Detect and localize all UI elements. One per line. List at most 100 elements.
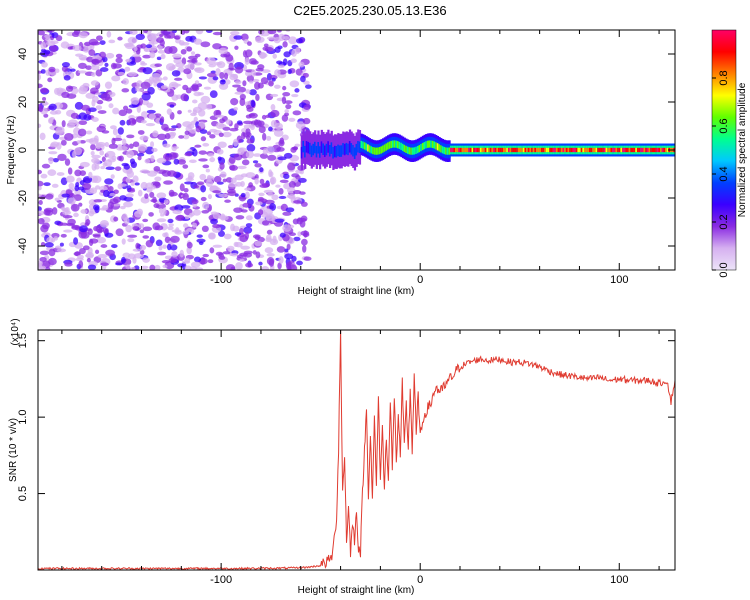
heatmap-cell <box>148 113 156 120</box>
heatmap-cell <box>396 141 400 149</box>
heatmap-cell <box>115 57 123 64</box>
heatmap-cell <box>60 177 68 186</box>
heatmap-cell <box>297 231 302 237</box>
heatmap-cell <box>96 236 107 244</box>
heatmap-cell <box>588 147 592 153</box>
heatmap-cell <box>127 238 135 243</box>
heatmap-cell <box>285 207 295 213</box>
heatmap-cell <box>212 31 223 36</box>
heatmap-cell <box>219 118 226 124</box>
heatmap-cell <box>274 84 281 89</box>
heatmap-cell <box>363 142 367 150</box>
heatmap-cell <box>228 62 234 71</box>
heatmap-cell <box>461 147 464 153</box>
heatmap-cell <box>227 183 238 188</box>
heatmap-cell <box>223 233 232 240</box>
heatmap-cell <box>83 47 90 53</box>
heatmap-cell <box>250 99 256 108</box>
heatmap-cell <box>99 40 106 45</box>
heatmap-cell <box>552 147 555 153</box>
heatmap-cell <box>244 187 251 191</box>
heatmap-cell <box>216 61 226 69</box>
heatmap-cell <box>176 123 182 129</box>
heatmap-cell <box>67 46 73 50</box>
heatmap-cell <box>140 181 148 190</box>
heatmap-cell <box>403 144 406 153</box>
heatmap-cell <box>96 125 107 133</box>
heatmap-cell <box>498 147 501 153</box>
heatmap-cell <box>90 143 96 151</box>
heatmap-cell <box>47 77 53 83</box>
heatmap-cell <box>108 143 118 149</box>
heatmap-cell <box>270 109 280 118</box>
heatmap-cell <box>182 223 189 228</box>
heatmap-cell <box>149 51 156 59</box>
heatmap-cell <box>109 192 116 197</box>
heatmap-cell <box>85 251 94 259</box>
heatmap-cell <box>261 114 267 120</box>
heatmap-cell <box>161 259 171 264</box>
heatmap-cell <box>90 187 98 194</box>
heatmap-cell <box>458 147 461 153</box>
heatmap-cell <box>176 214 185 221</box>
heatmap-cell <box>476 147 479 153</box>
heatmap-cell <box>539 147 542 153</box>
heatmap-cell <box>438 144 441 152</box>
heatmap-cell <box>277 30 282 33</box>
heatmap-cell <box>473 147 476 153</box>
heatmap-cell <box>115 262 123 266</box>
heatmap-cell <box>212 190 221 194</box>
heatmap-cell <box>38 30 45 36</box>
heatmap-cell <box>118 155 124 162</box>
heatmap-cell <box>191 199 199 205</box>
heatmap-cell <box>92 175 102 184</box>
heatmap-cell <box>388 141 391 149</box>
heatmap-cell <box>246 74 254 83</box>
heatmap-cell <box>453 147 456 153</box>
heatmap-cell <box>212 212 221 220</box>
heatmap-cell <box>39 250 50 256</box>
heatmap-cell <box>56 172 65 176</box>
heatmap-cell <box>187 62 195 70</box>
heatmap-cell <box>325 143 328 156</box>
heatmap-cell <box>245 89 251 94</box>
heatmap-cell <box>86 257 91 263</box>
heatmap-cell <box>516 147 519 153</box>
heatmap-cell <box>61 120 66 128</box>
heatmap-cell <box>170 235 180 243</box>
heatmap-cell <box>663 147 666 153</box>
heatmap-cell <box>248 58 257 65</box>
heatmap-cell <box>254 163 262 168</box>
heatmap-cell <box>259 51 267 60</box>
heatmap-cell <box>269 176 277 185</box>
heatmap-cell <box>193 184 200 189</box>
snr-x-tick-label: 0 <box>417 574 423 586</box>
heatmap-cell <box>295 46 301 54</box>
heatmap-cell <box>666 147 669 153</box>
heatmap-cell <box>105 52 115 59</box>
heatmap-cell <box>156 192 167 199</box>
heatmap-cell <box>233 241 239 248</box>
spectrogram-y-tick-label: 20 <box>17 96 29 108</box>
heatmap-cell <box>246 138 254 144</box>
heatmap-cell <box>320 141 323 153</box>
heatmap-cell <box>133 46 138 52</box>
heatmap-cell <box>200 95 211 104</box>
heatmap-cell <box>288 232 297 237</box>
heatmap-cell <box>269 171 274 178</box>
heatmap-cell <box>541 147 544 153</box>
heatmap-cell <box>314 141 317 154</box>
heatmap-cell <box>275 184 281 188</box>
heatmap-cell <box>257 209 264 216</box>
heatmap-cell <box>91 72 96 77</box>
heatmap-cell <box>136 152 145 157</box>
heatmap-cell <box>343 143 347 156</box>
heatmap-cell <box>428 140 431 148</box>
heatmap-cell <box>179 249 185 258</box>
heatmap-cell <box>137 189 143 197</box>
heatmap-cell <box>612 147 615 153</box>
heatmap-cell <box>658 147 661 153</box>
heatmap-cell <box>617 147 620 153</box>
heatmap-cell <box>352 144 355 157</box>
heatmap-cell <box>195 125 202 133</box>
